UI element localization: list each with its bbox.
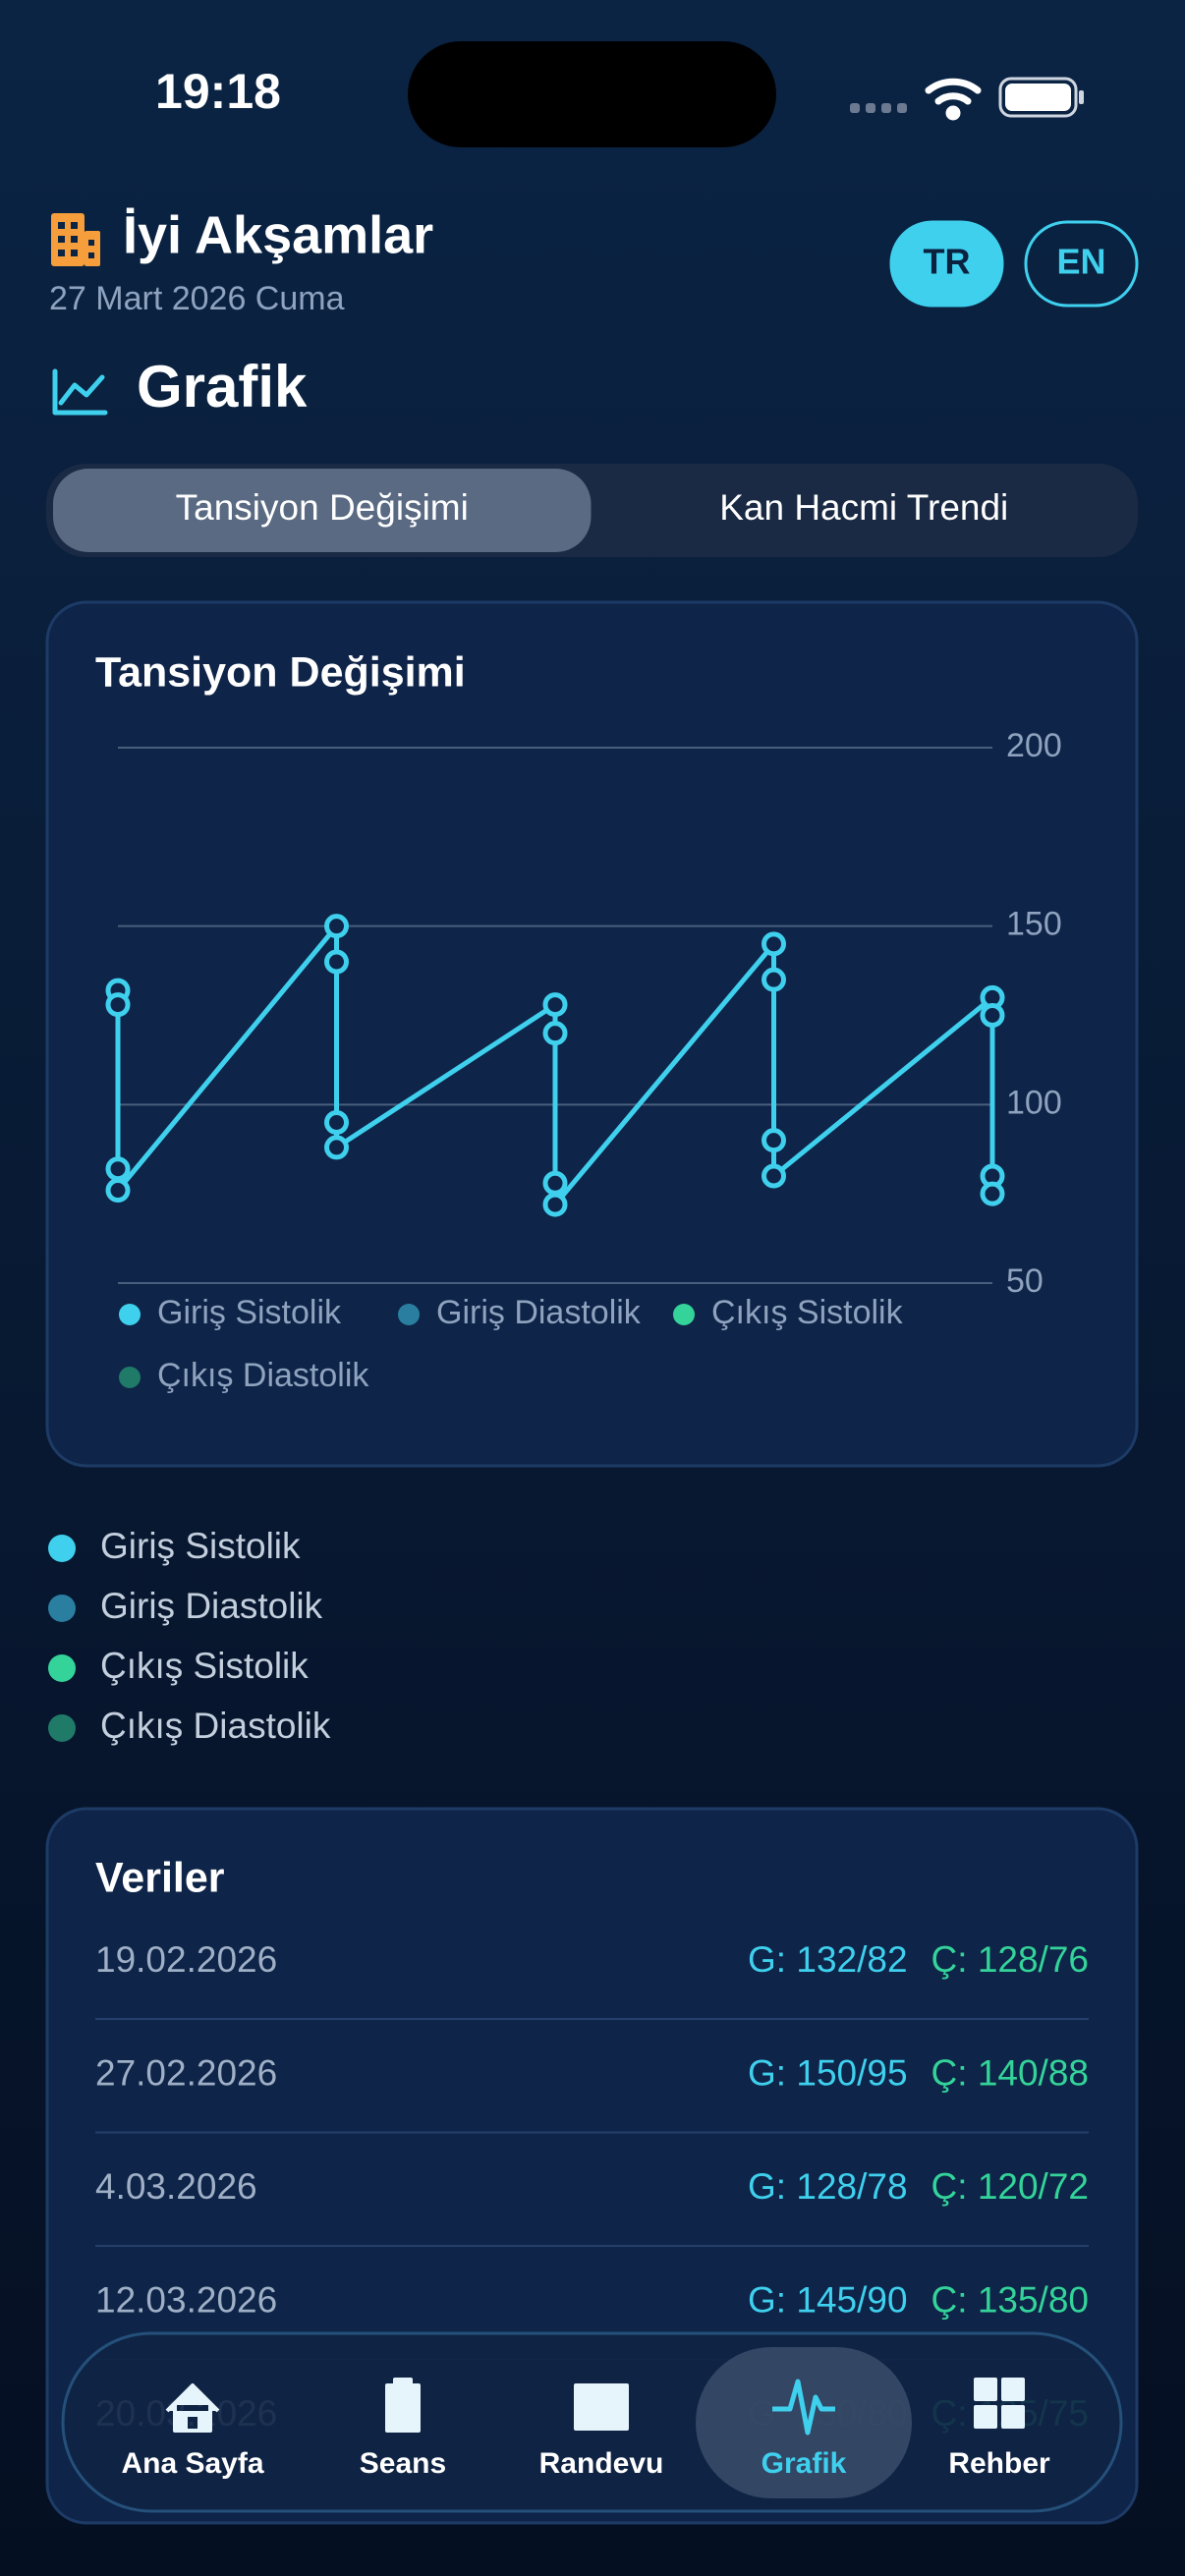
data-point (105, 992, 131, 1018)
y-tick-label: 100 (1006, 1084, 1062, 1121)
data-point (542, 1021, 568, 1046)
nav-label[interactable]: Rehber (948, 2447, 1050, 2480)
legend: Giriş Sistolik Giriş Diastolik Çıkış Sisto… (48, 1526, 331, 1746)
row-entry: G: 128/78 (748, 2166, 908, 2207)
language-button[interactable] (1024, 220, 1139, 308)
legend-swatch (398, 1304, 420, 1325)
legend-swatch (48, 1714, 76, 1742)
row-date: 27.02.2026 (95, 2052, 277, 2093)
nav-icon[interactable] (772, 2379, 835, 2436)
status-time: 19:18 (155, 64, 281, 119)
data-point (762, 931, 786, 957)
data-point (762, 967, 786, 992)
legend-label: Çıkış Diastolik (157, 1357, 369, 1394)
data-point (980, 1181, 1005, 1206)
row-exit: Ç: 135/80 (931, 2279, 1089, 2320)
language-switch: TR EN (889, 220, 1139, 308)
y-tick-label: 150 (1006, 906, 1062, 943)
building-icon (51, 213, 100, 266)
y-tick-label: 200 (1006, 727, 1062, 764)
row-exit: Ç: 140/88 (931, 2052, 1089, 2093)
legend-label: Giriş Sistolik (100, 1526, 301, 1566)
tabs: Tansiyon Değişimi Kan Hacmi Trendi (53, 469, 1008, 552)
page-title: Grafik (137, 354, 308, 420)
data-point (542, 1170, 568, 1196)
nav-label[interactable]: Grafik (762, 2447, 847, 2480)
chart-card (45, 600, 1139, 1468)
nav-label[interactable]: Seans (360, 2447, 446, 2480)
row-exit: Ç: 120/72 (931, 2166, 1089, 2207)
nav-icon[interactable] (574, 2383, 629, 2431)
legend-swatch (119, 1367, 141, 1388)
data-line (115, 924, 995, 1207)
nav-icon[interactable] (974, 2378, 1025, 2429)
data-point (762, 1163, 786, 1189)
greeting: İyi Akşamlar (123, 205, 433, 264)
dynamic-island (408, 41, 776, 147)
legend-swatch (48, 1535, 76, 1562)
nav-label[interactable]: Ana Sayfa (121, 2447, 263, 2480)
nav-items: Ana Sayfa Seans Randevu Grafik Rehber (121, 2347, 1050, 2498)
data-point (324, 914, 349, 939)
y-tick-label: 50 (1006, 1262, 1044, 1300)
row-entry: G: 150/95 (748, 2052, 908, 2093)
wifi-icon (925, 78, 982, 121)
row-entry: G: 145/90 (748, 2279, 908, 2320)
legend-label: Çıkış Sistolik (100, 1646, 309, 1686)
row-date: 19.02.2026 (95, 1939, 277, 1980)
chart-title: Tansiyon Değişimi (95, 648, 466, 696)
nav-icon[interactable] (165, 2383, 220, 2433)
legend-label: Çıkış Sistolik (711, 1294, 904, 1331)
legend-swatch (48, 1654, 76, 1682)
battery-icon (998, 77, 1084, 118)
data-title: Veriler (95, 1854, 225, 1901)
row-date: 4.03.2026 (95, 2166, 257, 2207)
legend-swatch (673, 1304, 695, 1325)
tab-label[interactable]: Tansiyon Değişimi (176, 487, 469, 528)
data-point (324, 949, 349, 975)
data-point (105, 1178, 131, 1204)
data-point (324, 1110, 349, 1135)
tab-active[interactable] (53, 469, 592, 552)
row-exit: Ç: 128/76 (931, 1939, 1089, 1980)
legend-swatch (119, 1304, 141, 1325)
legend-label: Giriş Diastolik (436, 1294, 642, 1331)
data-point (324, 1135, 349, 1160)
row-entry: G: 132/82 (748, 1939, 908, 1980)
language-button[interactable] (889, 220, 1004, 308)
data-point (105, 1156, 131, 1182)
signal-icon (850, 103, 907, 113)
language-label[interactable]: TR (924, 242, 971, 282)
data-point (542, 992, 568, 1018)
chart-icon (52, 368, 108, 416)
data-point (980, 1003, 1005, 1028)
language-label[interactable]: EN (1056, 242, 1105, 282)
legend-label: Giriş Diastolik (100, 1586, 323, 1626)
data-point (762, 1128, 786, 1153)
nav-label[interactable]: Randevu (539, 2447, 664, 2480)
header-date: 27 Mart 2026 Cuma (49, 280, 345, 317)
row-date: 12.03.2026 (95, 2279, 277, 2320)
legend-swatch (48, 1595, 76, 1622)
legend-label: Çıkış Diastolik (100, 1706, 331, 1746)
legend-label: Giriş Sistolik (157, 1294, 342, 1331)
tab-label[interactable]: Kan Hacmi Trendi (719, 487, 1008, 528)
chart: 50 100 150 200 Giriş Sistolik Giriş Diastolik… (105, 727, 1062, 1394)
data-point (542, 1192, 568, 1217)
nav-icon[interactable] (385, 2378, 421, 2433)
